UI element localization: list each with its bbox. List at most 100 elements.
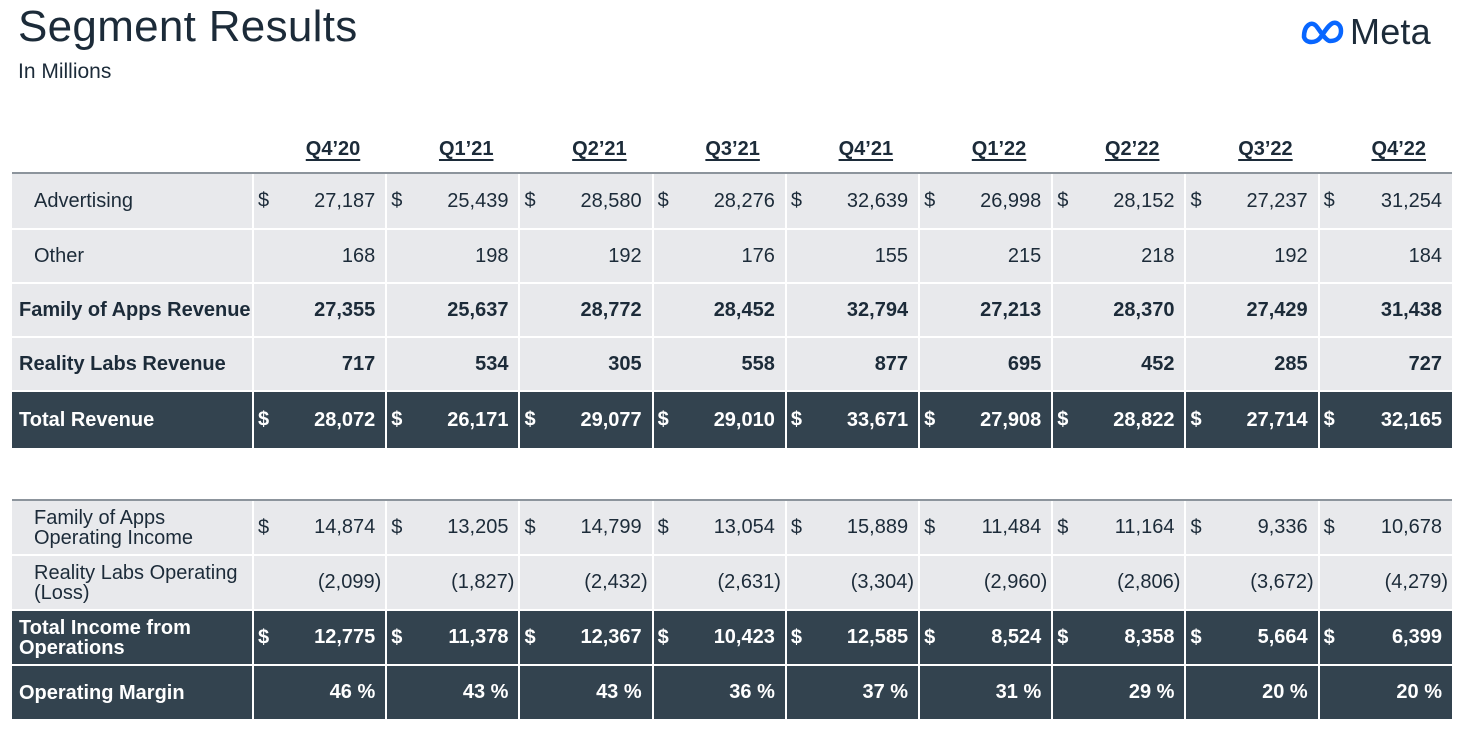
cell-value: 184 <box>1408 244 1442 267</box>
cell-value: 192 <box>1274 244 1308 267</box>
cell-value: 26,171 <box>447 408 509 431</box>
value-cell: (1,827) <box>385 555 520 611</box>
value-cell: 28,772 <box>518 283 653 338</box>
cell-value: 727 <box>1408 352 1442 375</box>
currency-symbol: $ <box>924 189 936 212</box>
quarter-label: Q4’22 <box>1371 138 1426 160</box>
value-cell: $8,358 <box>1051 610 1186 666</box>
value-cell: $12,367 <box>518 610 653 666</box>
value-cell: 558 <box>651 337 786 392</box>
value-cell: $28,152 <box>1051 172 1186 230</box>
meta-logo-text: Meta <box>1350 11 1431 52</box>
value-cell: $14,799 <box>518 499 653 556</box>
value-cell: 218 <box>1051 229 1186 284</box>
currency-symbol: $ <box>1190 516 1202 538</box>
value-cell: 27,213 <box>918 283 1053 338</box>
cell-value: 27,714 <box>1246 408 1308 431</box>
cell-value: (2,631) <box>717 571 781 593</box>
currency-symbol: $ <box>657 189 669 212</box>
value-cell: (2,432) <box>518 555 653 611</box>
currency-symbol: $ <box>258 189 270 212</box>
value-cell: $29,077 <box>518 391 653 450</box>
cell-value: 28,370 <box>1113 298 1175 321</box>
quarter-label: Q2’22 <box>1104 138 1160 160</box>
cell-value: 8,524 <box>991 626 1042 648</box>
currency-symbol: $ <box>391 626 403 648</box>
cell-value: 27,187 <box>314 189 376 212</box>
quarter-header: Q1’22 <box>919 127 1052 173</box>
cell-value: 218 <box>1141 244 1175 267</box>
row-label: Total Revenue <box>12 391 254 450</box>
value-cell: (3,672) <box>1184 555 1319 611</box>
value-cell: 43 % <box>518 665 653 721</box>
cell-value: 28,072 <box>314 408 376 431</box>
cell-value: 26,998 <box>980 189 1042 212</box>
value-cell: $28,072 <box>252 391 387 450</box>
cell-value: 31,254 <box>1380 189 1442 212</box>
quarter-label: Q1’21 <box>438 138 494 160</box>
cell-value: 10,678 <box>1380 516 1442 538</box>
value-cell: 192 <box>518 229 653 284</box>
revenue-table: Q4’20 Q1’21 Q2’21 Q3’21 Q4’21 Q1’22 Q2’22 Q3’22… <box>12 127 1452 450</box>
row-label: Total Income from Operations <box>12 610 254 666</box>
currency-symbol: $ <box>1323 189 1335 212</box>
value-cell: (3,304) <box>784 555 920 611</box>
quarter-header: Q3’22 <box>1185 127 1318 173</box>
currency-symbol: $ <box>258 516 270 538</box>
cell-value: 215 <box>1007 244 1042 267</box>
quarter-header: Q4’21 <box>786 127 919 173</box>
cell-value: 285 <box>1274 352 1308 375</box>
currency-symbol: $ <box>790 516 802 538</box>
page-title: Segment Results <box>18 2 358 51</box>
cell-value: 11,484 <box>981 516 1042 538</box>
value-cell: 717 <box>252 337 387 392</box>
value-cell: 28,452 <box>651 283 786 338</box>
quarter-label: Q4’20 <box>305 138 361 160</box>
value-cell: (2,099) <box>252 555 387 611</box>
value-cell: 192 <box>1184 229 1319 284</box>
cell-value: (1,827) <box>451 571 515 593</box>
value-cell: $14,874 <box>252 499 387 556</box>
table-row: Reality Labs Operating (Loss) (2,099) (1,8… <box>12 555 1452 611</box>
value-cell: 37 % <box>784 665 920 721</box>
currency-symbol: $ <box>1190 189 1202 212</box>
cell-value: 43 % <box>462 681 509 703</box>
cell-value: 46 % <box>329 681 376 703</box>
value-cell: 727 <box>1317 337 1452 392</box>
value-cell: 877 <box>784 337 920 392</box>
cell-value: 20 % <box>1262 681 1308 703</box>
table-row: Family of Apps Revenue 27,355 25,637 28,772… <box>12 283 1452 338</box>
cell-value: 452 <box>1141 352 1175 375</box>
cell-value: 27,429 <box>1246 298 1308 321</box>
currency-symbol: $ <box>790 408 802 431</box>
value-cell: 215 <box>918 229 1053 284</box>
quarter-header: Q2’21 <box>519 127 652 173</box>
value-cell: $29,010 <box>651 391 786 450</box>
currency-symbol: $ <box>790 189 802 212</box>
value-cell: $12,775 <box>252 610 387 666</box>
value-cell: $27,908 <box>918 391 1053 450</box>
quarter-label: Q3’22 <box>1238 138 1293 160</box>
value-cell: $32,639 <box>784 172 920 230</box>
quarter-label: Q1’22 <box>971 138 1027 160</box>
cell-value: 13,205 <box>447 516 509 538</box>
value-cell: $9,336 <box>1184 499 1319 556</box>
value-cell: $32,165 <box>1317 391 1452 450</box>
cell-value: 11,378 <box>448 626 509 648</box>
cell-value: 27,908 <box>980 408 1042 431</box>
quarter-header-row: Q4’20 Q1’21 Q2’21 Q3’21 Q4’21 Q1’22 Q2’22 Q3’22… <box>12 127 1452 173</box>
cell-value: 695 <box>1007 352 1042 375</box>
value-cell: $13,205 <box>385 499 520 556</box>
cell-value: 28,152 <box>1113 189 1175 212</box>
value-cell: (2,806) <box>1051 555 1186 611</box>
value-cell: $11,378 <box>385 610 520 666</box>
value-cell: 46 % <box>252 665 387 721</box>
cell-value: 27,213 <box>980 298 1042 321</box>
quarter-header: Q2’22 <box>1052 127 1185 173</box>
value-cell: $31,254 <box>1317 172 1452 230</box>
value-cell: 43 % <box>385 665 520 721</box>
cell-value: 155 <box>874 244 909 267</box>
cell-value: 28,452 <box>713 298 775 321</box>
value-cell: $10,423 <box>651 610 786 666</box>
cell-value: 198 <box>475 244 509 267</box>
